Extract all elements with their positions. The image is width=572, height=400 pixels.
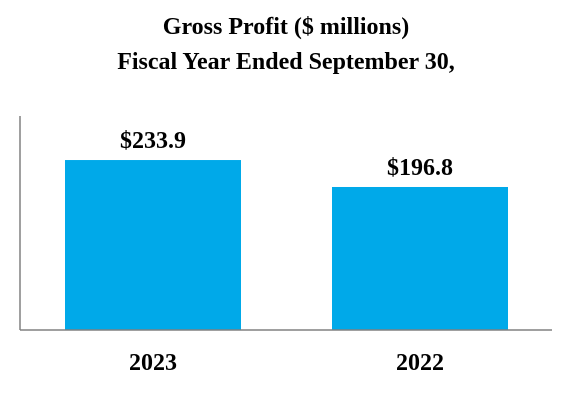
value-label-2022: $196.8	[387, 155, 453, 181]
value-label-2023: $233.9	[120, 128, 186, 154]
chart-title: Gross Profit ($ millions)	[162, 14, 410, 40]
bar-2023	[65, 160, 241, 330]
bar-2022	[332, 186, 508, 330]
x-tick-label-2023: 2023	[129, 350, 177, 376]
chart-subtitle: Fiscal Year Ended September 30,	[117, 49, 455, 75]
x-tick-label-2022: 2022	[396, 350, 444, 376]
